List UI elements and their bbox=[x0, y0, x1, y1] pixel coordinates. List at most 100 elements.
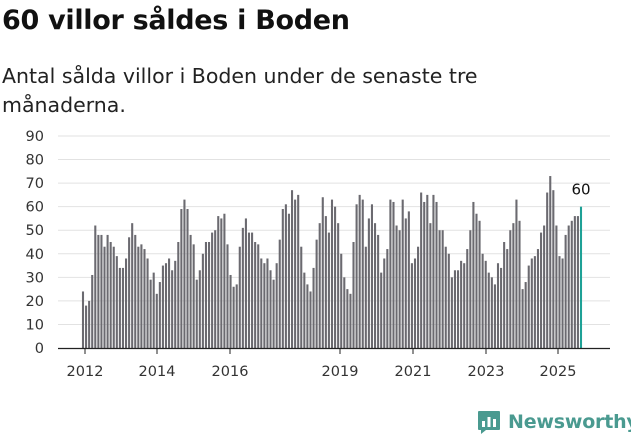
bar bbox=[441, 230, 444, 348]
bar bbox=[174, 260, 177, 348]
bar bbox=[573, 216, 576, 348]
bar-latest bbox=[579, 206, 583, 348]
bar bbox=[97, 234, 100, 348]
bar bbox=[435, 201, 438, 348]
x-tick-label: 2021 bbox=[395, 364, 432, 380]
bar bbox=[552, 190, 555, 348]
bar bbox=[386, 249, 389, 348]
bar bbox=[395, 225, 398, 348]
bar bbox=[94, 225, 97, 348]
bar bbox=[423, 201, 426, 348]
bar bbox=[496, 263, 500, 348]
bar bbox=[533, 256, 536, 348]
y-tick-label: 60 bbox=[26, 200, 44, 216]
bar bbox=[543, 225, 546, 348]
bar bbox=[281, 209, 284, 348]
bar bbox=[417, 246, 420, 348]
bar bbox=[137, 246, 140, 348]
bar bbox=[309, 291, 312, 348]
y-tick-label: 0 bbox=[35, 341, 44, 357]
y-tick-label: 50 bbox=[26, 223, 44, 239]
bar bbox=[481, 253, 484, 348]
bar bbox=[521, 289, 524, 348]
bar bbox=[389, 199, 392, 348]
bar bbox=[453, 270, 457, 348]
bar bbox=[432, 194, 435, 348]
bar bbox=[484, 260, 487, 348]
bar bbox=[407, 211, 410, 348]
bar bbox=[377, 234, 380, 348]
x-tick-label: 2019 bbox=[322, 364, 359, 380]
bar bbox=[472, 201, 475, 348]
bar bbox=[81, 291, 85, 348]
bar bbox=[232, 286, 235, 348]
bar bbox=[171, 270, 174, 348]
x-tick-label: 2014 bbox=[139, 364, 176, 380]
bar bbox=[266, 258, 269, 348]
bar bbox=[413, 258, 417, 348]
bar bbox=[100, 234, 103, 348]
bar bbox=[254, 242, 257, 348]
bar bbox=[278, 239, 281, 348]
bar bbox=[469, 230, 472, 348]
bar bbox=[450, 277, 453, 348]
bar bbox=[420, 192, 423, 348]
chart-title: 60 villor såldes i Boden bbox=[2, 5, 350, 36]
bar bbox=[490, 277, 493, 348]
bar bbox=[124, 258, 128, 348]
bar bbox=[370, 204, 374, 348]
bar bbox=[134, 234, 137, 348]
bar bbox=[576, 216, 579, 348]
bar bbox=[238, 246, 241, 348]
bar bbox=[235, 284, 238, 348]
bar bbox=[214, 230, 217, 348]
bar bbox=[318, 223, 321, 348]
bar bbox=[247, 232, 251, 348]
bar bbox=[103, 246, 106, 348]
brand-logo: Newsworthy bbox=[477, 407, 631, 437]
bar bbox=[257, 244, 260, 348]
bar bbox=[358, 194, 361, 348]
bar bbox=[189, 234, 192, 348]
bar bbox=[140, 244, 143, 348]
bar bbox=[294, 199, 297, 348]
bar bbox=[244, 218, 247, 348]
bar bbox=[88, 300, 91, 348]
x-tick-label: 2025 bbox=[540, 364, 577, 380]
bar bbox=[364, 246, 367, 348]
bar bbox=[207, 242, 211, 348]
y-tick-label: 10 bbox=[26, 317, 44, 333]
bar bbox=[85, 305, 88, 348]
last-value-label: 60 bbox=[571, 181, 590, 199]
bar bbox=[158, 282, 161, 348]
bar bbox=[152, 272, 155, 348]
brand-name: Newsworthy bbox=[508, 411, 631, 433]
bar bbox=[349, 293, 352, 348]
y-axis-ticks: 0 10 20 30 40 50 60 70 80 90 bbox=[26, 129, 44, 357]
chart-subtitle: Antal sålda villor i Boden under de sena… bbox=[2, 64, 478, 117]
bar bbox=[355, 204, 358, 348]
bar bbox=[558, 256, 561, 348]
bar bbox=[475, 213, 478, 348]
y-tick-label: 30 bbox=[26, 270, 44, 286]
bar bbox=[198, 270, 201, 348]
y-tick-label: 80 bbox=[26, 153, 44, 169]
bar bbox=[287, 213, 291, 348]
bar bbox=[106, 234, 109, 348]
bar bbox=[260, 258, 263, 348]
bar bbox=[546, 192, 549, 348]
bar bbox=[121, 267, 125, 348]
bar bbox=[211, 232, 214, 348]
bar bbox=[367, 218, 370, 348]
bar bbox=[128, 237, 131, 348]
bar bbox=[300, 246, 303, 348]
bar bbox=[340, 253, 343, 348]
bar bbox=[251, 232, 254, 348]
x-tick-label: 2016 bbox=[212, 364, 249, 380]
bar bbox=[456, 270, 460, 348]
bar bbox=[466, 249, 469, 348]
bar-chart: 0 10 20 30 40 50 60 70 80 90 2012 2014 2016 2019 2021… bbox=[26, 129, 610, 380]
bar bbox=[112, 246, 115, 348]
bar bbox=[115, 256, 118, 348]
y-tick-label: 70 bbox=[26, 176, 44, 192]
